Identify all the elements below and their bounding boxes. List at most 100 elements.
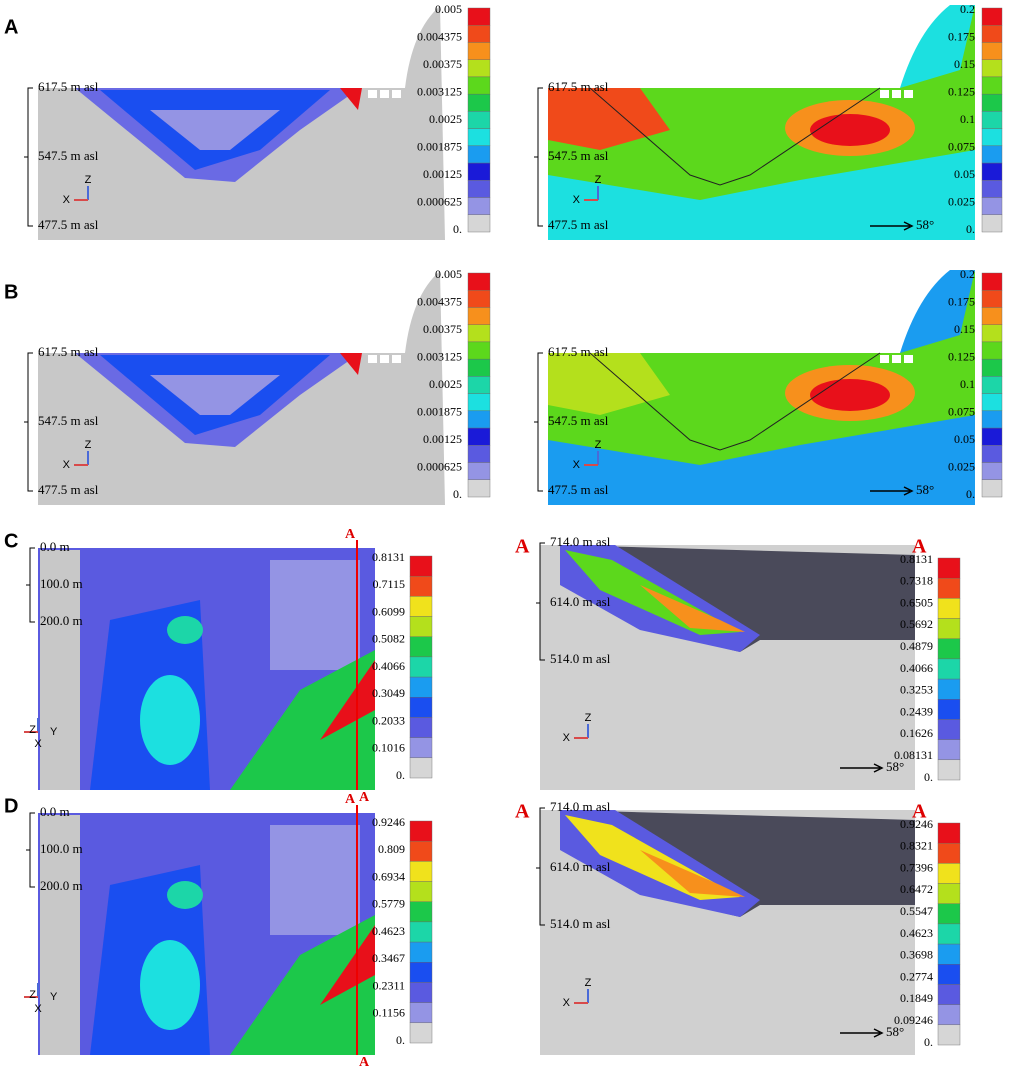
colorbar-swatch — [981, 445, 1003, 463]
axis-label: Z — [29, 724, 36, 736]
colorbar-swatch — [981, 324, 1003, 343]
colorbar-swatch — [467, 93, 491, 112]
colorbar-label: 0.00125 — [423, 432, 462, 446]
gallery — [380, 355, 389, 363]
elevation-label: 547.5 m asl — [548, 413, 609, 428]
colorbar-label: 0.001875 — [417, 139, 462, 153]
colorbar-swatch — [937, 822, 961, 844]
colorbar-swatch — [409, 921, 433, 943]
colorbar-label: 0.175 — [948, 29, 975, 43]
colorbar-swatch — [981, 479, 1003, 498]
elevation-bracket — [534, 352, 543, 492]
colorbar-label: 0.1626 — [900, 726, 933, 740]
contour — [140, 675, 200, 765]
colorbar-swatch — [467, 427, 491, 446]
direction-label: 58° — [886, 759, 904, 774]
colorbar-label: 0. — [924, 770, 933, 784]
axis-label: X — [563, 997, 571, 1009]
contour — [640, 585, 745, 632]
colorbar-swatch — [981, 393, 1003, 412]
colorbar-swatch — [467, 214, 491, 233]
elevation-label: 617.5 m asl — [38, 79, 99, 94]
colorbar-swatch — [467, 324, 491, 343]
colorbar-label: 0.08131 — [894, 748, 933, 762]
colorbar-swatch — [937, 699, 961, 720]
colorbar-label: 0.15 — [954, 57, 975, 71]
gallery — [904, 355, 913, 363]
contour — [230, 915, 375, 1055]
colorbar-swatch — [981, 180, 1003, 198]
colorbar-swatch — [937, 883, 961, 904]
colorbar-label: 0.3467 — [372, 951, 405, 965]
panel-label: B — [4, 281, 18, 303]
colorbar-swatch — [467, 197, 491, 215]
colorbar-label: 0.1016 — [372, 741, 405, 755]
colorbar-swatch — [409, 616, 433, 637]
colorbar-swatch — [937, 863, 961, 884]
colorbar-swatch — [467, 162, 491, 181]
plot-panel: A A 714.0 m asl 614.0 m asl 514.0 m asl Z X 58°… — [515, 799, 961, 1055]
colorbar-label: 0.2 — [960, 267, 975, 281]
colorbar-label: 0.005 — [435, 2, 462, 16]
colorbar-label: 0.7318 — [900, 574, 933, 588]
direction-arrow — [870, 221, 914, 231]
colorbar-swatch — [937, 638, 961, 660]
gallery — [880, 90, 889, 98]
elevation-label: 514.0 m asl — [550, 916, 611, 931]
colorbar-swatch — [409, 1002, 433, 1024]
gallery — [904, 90, 913, 98]
elevation-label: 614.0 m asl — [550, 594, 611, 609]
panel-label: D — [4, 795, 18, 817]
axis-label: Z — [595, 174, 602, 186]
elevation-label: 714.0 m asl — [550, 799, 611, 814]
gallery — [392, 355, 401, 363]
colorbar-label: 0.4879 — [900, 639, 933, 653]
axis-label: X — [573, 459, 581, 471]
colorbar-swatch — [981, 410, 1003, 429]
direction-label: 58° — [916, 482, 934, 497]
colorbar-swatch — [981, 307, 1003, 325]
elevation-label: 100.0 m — [40, 576, 83, 591]
gallery — [380, 90, 389, 98]
colorbar-swatch — [467, 290, 491, 308]
gallery — [880, 355, 889, 363]
colorbar-swatch — [981, 376, 1003, 394]
colorbar-label: 0.809 — [378, 842, 405, 856]
colorbar-swatch — [409, 757, 433, 779]
colorbar-label: 0.004375 — [417, 29, 462, 43]
colorbar-label: 0. — [453, 222, 462, 236]
colorbar-label: 0. — [966, 222, 975, 236]
colorbar-label: 0.2033 — [372, 713, 405, 727]
contour — [340, 353, 362, 375]
colorbar-swatch — [981, 197, 1003, 215]
colorbar-swatch — [981, 290, 1003, 308]
section-mark: A — [359, 1055, 370, 1070]
colorbar-swatch — [409, 656, 433, 678]
colorbar-label: 0.4066 — [372, 659, 405, 673]
axis-label: X — [34, 738, 42, 750]
colorbar-swatch — [467, 42, 491, 60]
gallery — [368, 90, 377, 98]
colorbar-label: 0.05 — [954, 432, 975, 446]
contour — [150, 110, 280, 150]
direction-arrow — [870, 486, 914, 496]
colorbar-swatch — [467, 180, 491, 198]
colorbar-label: 0.3253 — [900, 683, 933, 697]
colorbar-swatch — [409, 575, 433, 597]
gallery — [892, 355, 901, 363]
elevation-label: 617.5 m asl — [548, 344, 609, 359]
colorbar-swatch — [937, 964, 961, 985]
colorbar-label: 0.005 — [435, 267, 462, 281]
colorbar-swatch — [937, 759, 961, 781]
colorbar-label: 0.003125 — [417, 84, 462, 98]
colorbar-swatch — [409, 717, 433, 738]
axis-label: Y — [50, 726, 58, 738]
colorbar-label: 0. — [396, 1033, 405, 1047]
colorbar-label: 0.8131 — [900, 552, 933, 566]
colorbar-swatch — [937, 719, 961, 740]
contour — [40, 550, 80, 790]
colorbar-swatch — [467, 393, 491, 412]
plot-panel: 617.5 m asl 547.5 m asl 477.5 m asl Z X 0.005… — [24, 267, 491, 505]
